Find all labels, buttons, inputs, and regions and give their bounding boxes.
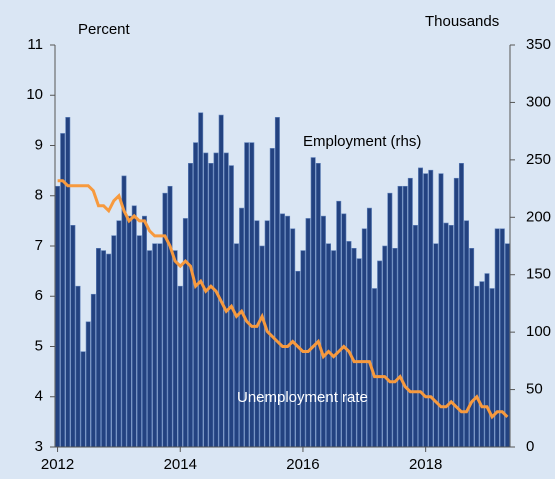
bar: [208, 163, 214, 448]
y-tick-label: 11: [27, 36, 43, 53]
bar: [326, 243, 331, 448]
bar: [397, 185, 403, 448]
bar: [489, 288, 495, 448]
bar: [80, 351, 86, 448]
bar: [331, 250, 337, 448]
bar: [75, 285, 81, 448]
bar: [361, 228, 367, 448]
bar: [305, 218, 311, 448]
bar: [320, 215, 326, 448]
y2-tick-label: 250: [526, 151, 551, 168]
bar: [182, 218, 188, 448]
bar: [346, 241, 352, 448]
bar: [336, 200, 342, 448]
bar: [474, 285, 480, 448]
bar: [218, 114, 224, 448]
bar: [392, 247, 398, 448]
bar: [70, 225, 76, 448]
line: [57, 179, 509, 420]
bar: [377, 260, 383, 448]
y-tick-label: 4: [35, 388, 43, 405]
bar: [167, 185, 173, 448]
bar: [402, 185, 408, 448]
bar: [259, 245, 265, 448]
bar: [285, 215, 291, 448]
bar: [55, 185, 61, 448]
bar: [239, 207, 245, 448]
bar: [254, 220, 260, 448]
bar: [223, 152, 229, 448]
bar: [412, 225, 418, 448]
bar: [95, 247, 101, 448]
bar: [142, 215, 147, 448]
bar: [433, 243, 439, 448]
bar: [65, 117, 71, 448]
bar: [157, 243, 163, 448]
bar: [382, 245, 388, 448]
bar: [116, 220, 122, 448]
y2-tick-label: 50: [526, 381, 543, 398]
y2-tick-label: 350: [526, 36, 551, 53]
bar: [356, 258, 362, 448]
y2-axis-label: Thousands: [425, 13, 499, 30]
bar: [448, 225, 454, 448]
y2-tick-label: 0: [526, 438, 534, 455]
bar: [458, 163, 464, 448]
bar: [423, 173, 429, 448]
bar: [203, 152, 209, 448]
bar: [234, 243, 239, 448]
y-tick-label: 8: [35, 187, 43, 204]
series-label: Employment (rhs): [303, 133, 421, 150]
bar: [177, 285, 183, 448]
y-tick-label: 6: [35, 287, 43, 304]
bar: [469, 247, 475, 448]
x-tick-label: 2016: [286, 456, 319, 473]
bar: [152, 243, 158, 448]
bar: [147, 250, 153, 448]
bar: [90, 293, 96, 448]
bar: [126, 215, 132, 448]
bar: [387, 192, 393, 448]
bar: [479, 281, 485, 448]
bar: [484, 273, 490, 448]
bar: [443, 222, 449, 448]
y-tick-label: 5: [35, 337, 43, 354]
bar: [407, 177, 413, 448]
bar: [172, 250, 178, 448]
x-tick-label: 2018: [409, 456, 442, 473]
bar: [295, 270, 301, 448]
y-tick-label: 9: [35, 136, 43, 153]
bar: [428, 169, 434, 448]
y-tick-label: 10: [26, 86, 43, 103]
y2-tick-label: 200: [526, 208, 551, 225]
bar: [366, 207, 372, 448]
y2-tick-label: 300: [526, 93, 551, 110]
bar: [213, 152, 219, 448]
y2-tick-label: 150: [526, 266, 551, 283]
y-tick-label: 7: [35, 237, 43, 254]
x-tick-label: 2012: [41, 456, 74, 473]
y-tick-label: 3: [35, 438, 43, 455]
y-axis-label: Percent: [78, 21, 131, 38]
x-tick-label: 2014: [164, 456, 197, 473]
bar: [290, 228, 296, 448]
bar: [101, 250, 107, 448]
bar: [85, 321, 91, 448]
bar: [136, 235, 142, 448]
bar: [106, 253, 112, 448]
bar: [188, 163, 193, 448]
bar: [351, 247, 357, 448]
bar: [418, 167, 423, 448]
series-label: Unemployment rate: [237, 389, 368, 406]
bar: [162, 192, 168, 448]
y2-tick-label: 100: [526, 323, 551, 340]
bar: [111, 235, 117, 448]
bar: [341, 213, 347, 448]
bar: [280, 213, 285, 448]
bar: [193, 142, 199, 448]
bar: [131, 205, 137, 448]
